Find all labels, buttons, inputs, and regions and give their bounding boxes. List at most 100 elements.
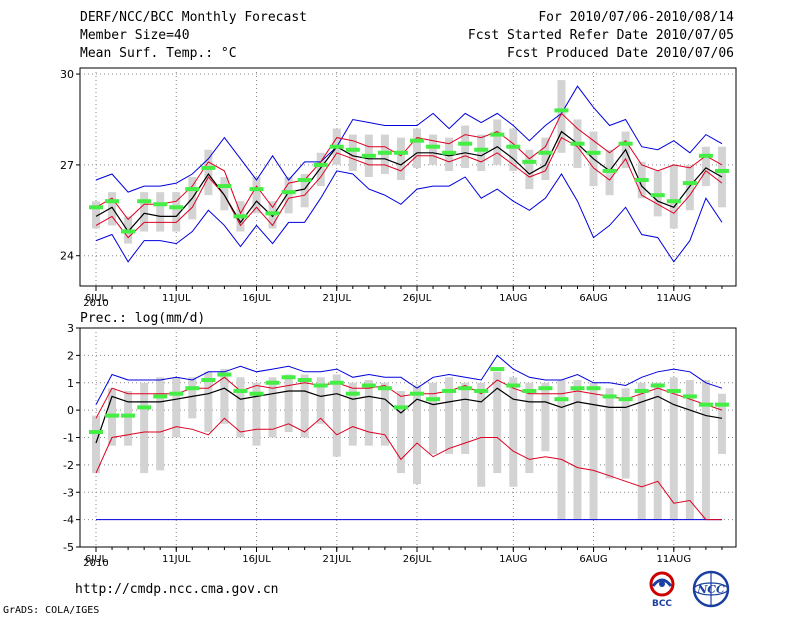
ensemble-box bbox=[124, 390, 133, 446]
ensemble-box bbox=[621, 388, 630, 479]
ensemble-marker bbox=[361, 383, 376, 388]
ensemble-marker bbox=[313, 162, 328, 167]
ensemble-marker bbox=[554, 397, 569, 402]
y-tick-label: 0 bbox=[67, 404, 74, 417]
ensemble-marker bbox=[297, 378, 312, 383]
ensemble-marker bbox=[410, 138, 424, 143]
ensemble-box bbox=[252, 177, 261, 214]
ensemble-box bbox=[156, 192, 165, 232]
ensemble-box bbox=[156, 377, 165, 471]
year-label: 2010 bbox=[83, 298, 108, 309]
ensemble-marker bbox=[586, 386, 601, 391]
ensemble-box bbox=[461, 382, 470, 454]
ensemble-box bbox=[477, 134, 486, 171]
ensemble-box bbox=[220, 177, 229, 211]
ensemble-marker bbox=[570, 386, 585, 391]
header-variable: Mean Surf. Temp.: °C bbox=[80, 46, 237, 61]
ensemble-box bbox=[413, 385, 421, 485]
y-tick-label: 2 bbox=[67, 349, 74, 362]
ensemble-marker bbox=[458, 386, 473, 391]
ensemble-marker bbox=[522, 159, 537, 164]
x-tick-label: 16JUL bbox=[242, 293, 271, 304]
footer-url: http://cmdp.ncc.cma.gov.cn bbox=[75, 582, 279, 597]
y-tick-label: -2 bbox=[63, 459, 74, 472]
ensemble-marker bbox=[618, 397, 633, 402]
bcc-logo: BCC bbox=[649, 571, 675, 608]
ensemble-marker bbox=[361, 153, 376, 158]
bcc-logo-text: BCC bbox=[652, 599, 672, 608]
y-tick-label: 30 bbox=[60, 68, 74, 81]
ensemble-marker bbox=[249, 391, 264, 396]
ensemble-box bbox=[589, 382, 598, 520]
x-tick-label: 16JUL bbox=[242, 554, 271, 565]
grads-credit: GrADS: COLA/IGES bbox=[3, 605, 100, 616]
ensemble-box bbox=[316, 377, 325, 424]
ensemble-marker bbox=[185, 386, 200, 391]
x-tick-label: 26JUL bbox=[403, 293, 432, 304]
ensemble-marker bbox=[698, 153, 713, 158]
ensemble-marker bbox=[377, 386, 392, 391]
ensemble-marker bbox=[393, 405, 408, 410]
ensemble-box bbox=[364, 380, 373, 446]
ensemble-box bbox=[92, 201, 100, 229]
ensemble-marker bbox=[313, 383, 328, 388]
series-mean-line bbox=[95, 130, 723, 233]
ensemble-box bbox=[525, 382, 534, 474]
ensemble-box bbox=[461, 125, 470, 168]
ensemble-marker bbox=[153, 202, 168, 207]
ensemble-box bbox=[477, 382, 486, 487]
ensemble-marker bbox=[105, 199, 120, 204]
ensemble-box bbox=[140, 382, 149, 474]
x-tick-label: 21JUL bbox=[322, 293, 351, 304]
ensemble-marker bbox=[89, 205, 103, 210]
ensemble-marker bbox=[474, 388, 489, 393]
ensemble-marker bbox=[265, 211, 280, 216]
ensemble-box bbox=[332, 374, 341, 457]
ensemble-marker bbox=[666, 388, 681, 393]
y-tick-label: 24 bbox=[60, 250, 74, 263]
ensemble-marker bbox=[618, 141, 633, 146]
ensemble-marker bbox=[281, 190, 296, 195]
ensemble-marker bbox=[602, 394, 617, 399]
ensemble-marker bbox=[345, 147, 360, 152]
ensemble-marker bbox=[554, 108, 569, 113]
ncc-logo: NCC bbox=[692, 570, 730, 608]
ensemble-marker bbox=[185, 187, 200, 192]
y-tick-label: -3 bbox=[63, 486, 74, 499]
ensemble-box bbox=[557, 380, 566, 520]
y-tick-label: 27 bbox=[60, 159, 74, 172]
ensemble-box bbox=[108, 192, 117, 226]
ensemble-box bbox=[252, 382, 261, 446]
ensemble-box bbox=[653, 382, 662, 520]
ensemble-marker bbox=[442, 150, 457, 155]
ensemble-box bbox=[396, 390, 405, 474]
header-right: For 2010/07/06-2010/08/14 Fcst Started R… bbox=[468, 9, 734, 63]
ensemble-marker bbox=[426, 144, 441, 149]
ensemble-box bbox=[557, 80, 566, 153]
ensemble-box bbox=[541, 382, 550, 452]
ensemble-box bbox=[204, 371, 213, 433]
ensemble-box bbox=[525, 149, 534, 190]
ensemble-box bbox=[284, 374, 293, 433]
x-tick-label: 6JUL bbox=[85, 554, 108, 565]
ensemble-marker bbox=[121, 229, 136, 234]
series-lower-line bbox=[95, 417, 722, 521]
ensemble-marker bbox=[329, 380, 344, 385]
ensemble-marker bbox=[586, 150, 601, 155]
ensemble-marker bbox=[666, 199, 681, 204]
ensemble-box bbox=[605, 388, 614, 479]
ensemble-box bbox=[268, 377, 277, 438]
ensemble-box bbox=[316, 152, 325, 187]
ensemble-marker bbox=[121, 413, 136, 418]
ensemble-marker bbox=[393, 150, 408, 155]
ensemble-marker bbox=[137, 405, 152, 410]
ensemble-marker bbox=[249, 187, 264, 192]
series-upper-line bbox=[95, 376, 723, 419]
ensemble-marker bbox=[169, 391, 184, 396]
ensemble-box bbox=[717, 393, 726, 454]
ensemble-box bbox=[541, 137, 550, 181]
ensemble-box bbox=[413, 128, 421, 168]
ensemble-box bbox=[685, 164, 694, 211]
ensemble-marker bbox=[410, 391, 424, 396]
